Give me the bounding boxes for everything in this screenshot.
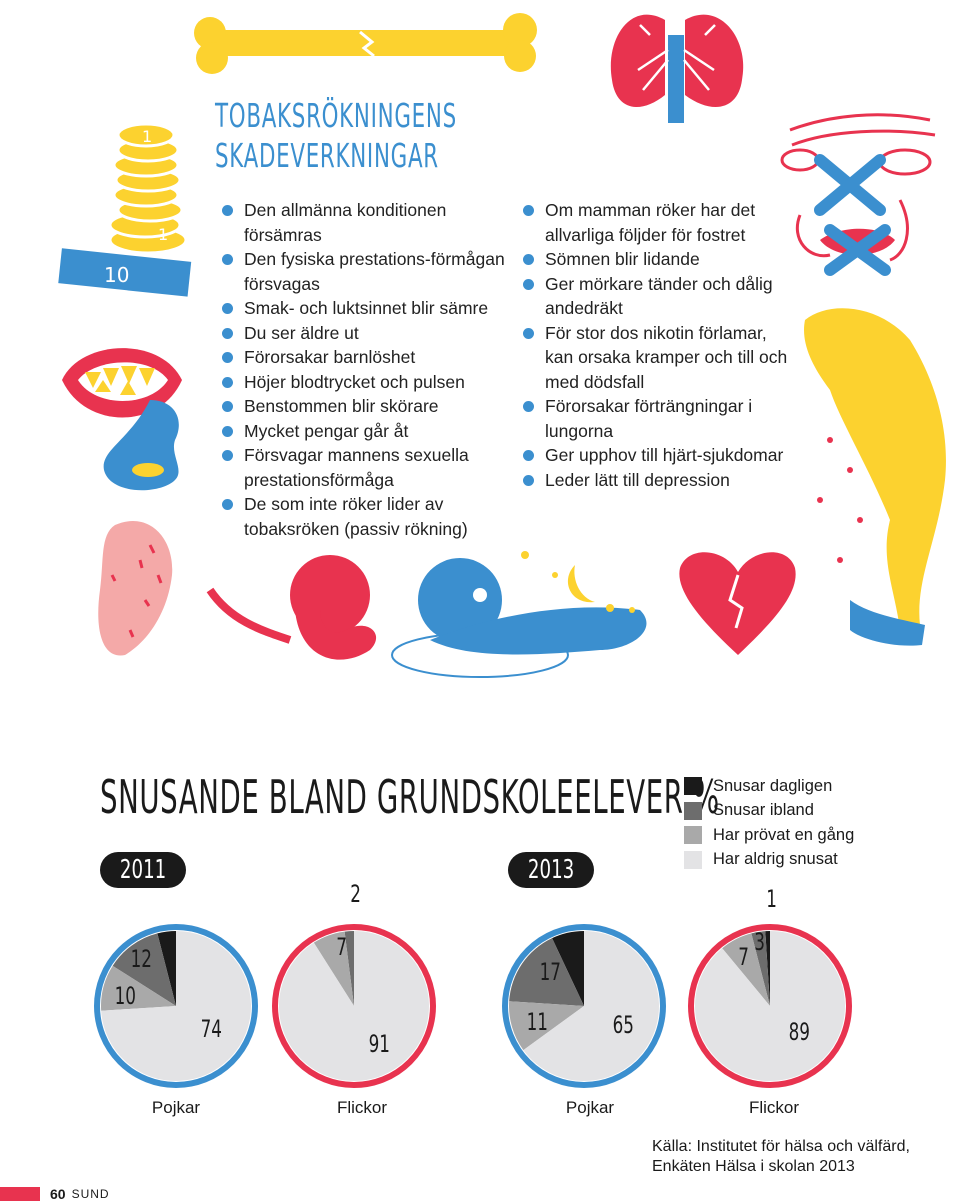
list-item: Smak- och luktsinnet blir sämre <box>220 296 520 321</box>
data-label: 7 <box>738 943 749 971</box>
pie-slice <box>523 931 659 1081</box>
pie-slice <box>279 931 429 1082</box>
list-item: Den fysiska prestations-förmågan försvag… <box>220 247 520 296</box>
list-item: Höjer blodtrycket och pulsen <box>220 370 520 395</box>
pie-slice <box>722 933 770 1006</box>
legend-swatch <box>684 826 702 845</box>
data-label: 91 <box>368 1030 390 1058</box>
legend-swatch <box>684 801 702 820</box>
year-badge-2013: 2013 <box>508 852 595 888</box>
pie-2013-flickor <box>688 924 852 1088</box>
title-line-1: TOBAKSRÖKNINGENS <box>215 96 457 135</box>
legend-item: Har prövat en gång <box>684 823 854 848</box>
list-item: Förorsakar barnlöshet <box>220 345 520 370</box>
pie-ring <box>688 924 852 1088</box>
pie-group-label: Pojkar <box>565 1098 615 1117</box>
data-label: 12 <box>130 945 152 973</box>
pie-slice <box>509 1001 584 1051</box>
data-label: 17 <box>539 958 561 986</box>
data-label: 3 <box>754 928 765 956</box>
data-label: 10 <box>114 982 136 1010</box>
infographic-title: TOBAKSRÖKNINGENS SKADEVERKNINGAR <box>215 96 457 176</box>
source-note: Källa: Institutet för hälsa och välfärd,… <box>652 1138 910 1175</box>
pie-slice <box>344 931 354 1006</box>
title-line-2: SKADEVERKNINGAR <box>215 136 439 175</box>
pie-slice <box>101 931 252 1081</box>
pie-ring <box>94 924 258 1088</box>
pie-slice <box>313 931 354 1006</box>
list-item: Du ser äldre ut <box>220 321 520 346</box>
pie-2011-pojkar <box>94 924 258 1088</box>
legend-swatch <box>684 777 702 796</box>
effects-list-left: Den allmänna konditionen försämras Den f… <box>220 198 520 541</box>
data-label: 11 <box>526 1008 548 1036</box>
data-label: 89 <box>788 1018 810 1046</box>
list-item: Sömnen blir lidande <box>521 247 791 272</box>
magazine-name: SUND <box>71 1187 110 1201</box>
pie-group-label: Pojkar <box>151 1098 201 1117</box>
pie-2011-flickor <box>272 924 436 1088</box>
list-item: För stor dos nikotin förlamar, kan orsak… <box>521 321 791 395</box>
pie-ring <box>502 924 666 1088</box>
data-label: 74 <box>200 1015 222 1043</box>
pie-slice <box>751 931 770 1006</box>
pie-slice <box>509 938 584 1006</box>
list-item: Om mamman röker har det allvarliga följd… <box>521 198 791 247</box>
pie-slice <box>112 933 176 1006</box>
page-number: 60 <box>50 1186 66 1202</box>
data-label: 1 <box>766 885 777 913</box>
legend-item: Har aldrig snusat <box>684 848 854 873</box>
pie-slice <box>765 931 770 1006</box>
legend-item: Snusar ibland <box>684 799 854 824</box>
data-label: 7 <box>336 933 347 961</box>
legend-item: Snusar dagligen <box>684 774 854 799</box>
pie-group-label: Flickor <box>748 1098 800 1117</box>
legend-swatch <box>684 850 702 869</box>
pie-slice <box>157 931 176 1006</box>
data-label: 2 <box>350 880 361 908</box>
effects-list-right: Om mamman röker har det allvarliga följd… <box>521 198 791 492</box>
pie-slice <box>101 965 176 1011</box>
list-item: Ger mörkare tänder och dålig andedräkt <box>521 272 791 321</box>
pie-group-label: Flickor <box>336 1098 388 1117</box>
list-item: Försvagar mannens sexuella prestationsfö… <box>220 443 520 492</box>
chart-section-title: SNUSANDE BLAND GRUNDSKOLEELEVER % <box>100 770 720 824</box>
data-label: 65 <box>612 1011 634 1039</box>
pie-slice <box>695 931 845 1081</box>
chart-legend: Snusar dagligen Snusar ibland Har prövat… <box>684 774 854 872</box>
list-item: Den allmänna konditionen försämras <box>220 198 520 247</box>
list-item: Mycket pengar går åt <box>220 419 520 444</box>
pie-ring <box>272 924 436 1088</box>
footer-color-bar <box>0 1187 40 1201</box>
year-badge-2011: 2011 <box>100 852 187 888</box>
list-item: Förorsakar förträngningar i lungorna <box>521 394 791 443</box>
list-item: De som inte röker lider av tobaksröken (… <box>220 492 520 541</box>
list-item: Ger upphov till hjärt-sjukdomar <box>521 443 791 468</box>
pie-slice <box>552 931 584 1006</box>
list-item: Leder lätt till depression <box>521 468 791 493</box>
page-footer: 60 SUND <box>0 1186 110 1202</box>
list-item: Benstommen blir skörare <box>220 394 520 419</box>
pie-2013-pojkar <box>502 924 666 1088</box>
